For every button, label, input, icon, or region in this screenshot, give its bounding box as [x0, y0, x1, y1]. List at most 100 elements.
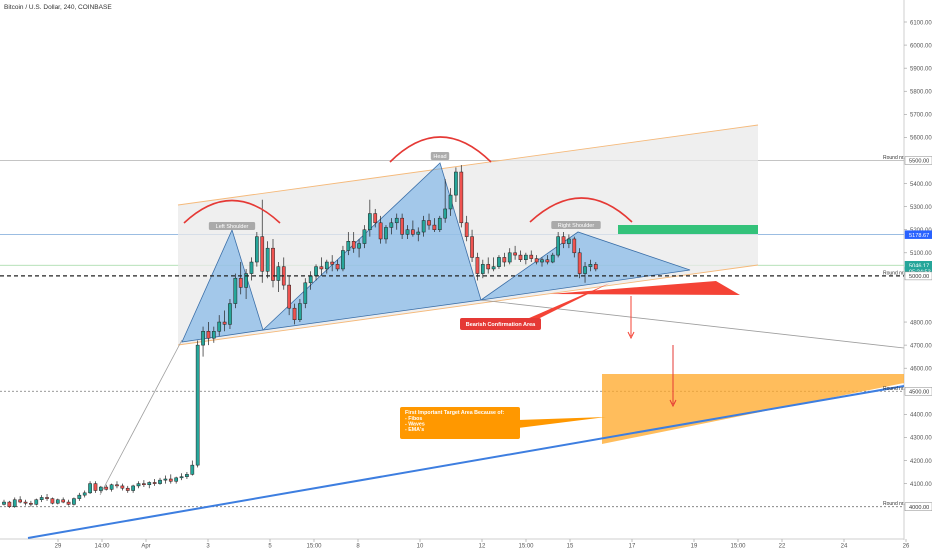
candle-body [211, 331, 216, 339]
candle-body [168, 478, 173, 482]
candle [351, 232, 356, 253]
candle-body [314, 266, 318, 277]
candle-body [174, 477, 179, 482]
candle-body [244, 273, 248, 288]
time-tick-label: 24 [841, 544, 848, 550]
channel-upper-line [177, 124, 759, 206]
candle [389, 218, 394, 235]
time-tick-label: 15:00 [518, 544, 534, 550]
target-callout-bg [400, 407, 520, 439]
candle [518, 250, 523, 263]
candle-body [39, 497, 44, 501]
candle [66, 499, 71, 506]
left-shoulder-arc [183, 199, 281, 224]
candle-body [55, 499, 60, 504]
candle-body [524, 254, 528, 260]
candle [82, 490, 87, 498]
candle [593, 262, 598, 272]
bearish-label-bg [460, 318, 541, 330]
candle-body [588, 264, 593, 267]
candle-body [109, 484, 114, 490]
candle-body [416, 231, 421, 235]
candle-body [88, 483, 92, 494]
candle-body [265, 247, 270, 272]
long-term-trendline [27, 385, 905, 539]
time-tick-label: Apr [141, 544, 150, 550]
candle [367, 199, 372, 237]
candle-body [341, 250, 345, 270]
candle-body [475, 257, 480, 274]
candle [260, 199, 265, 283]
candle-body [448, 194, 453, 210]
candle [373, 208, 378, 228]
candle [152, 478, 157, 486]
candle-body [82, 492, 87, 496]
right-shoulder-arc [529, 197, 633, 223]
candle [271, 238, 275, 288]
candle [454, 167, 458, 203]
time-tick-label: 10 [417, 544, 424, 550]
price-tick-label: 4600.00 [910, 367, 932, 373]
candle [201, 326, 205, 357]
time-axis[interactable]: 29 14:00 Apr 3 5 15:00 8 10 12 15:00 15 17 19 15:00 22… [55, 539, 910, 550]
candle [77, 492, 82, 501]
candle [2, 499, 6, 506]
resistance-box [618, 225, 758, 234]
price-tick-label: 5400.00 [910, 182, 932, 188]
candle [61, 497, 66, 504]
candle [217, 315, 222, 336]
candle [244, 268, 248, 299]
time-tick-label: 14:00 [94, 544, 110, 550]
candle-body [502, 257, 507, 263]
candle [185, 472, 189, 479]
candle [179, 473, 184, 481]
candle [534, 255, 539, 265]
candle [524, 252, 528, 265]
candle [588, 259, 593, 272]
candle-body [593, 264, 598, 270]
candle-body [308, 275, 313, 284]
price-tag-bg [904, 271, 932, 281]
candle-body [335, 264, 340, 270]
candle [384, 225, 388, 244]
price-axis[interactable]: 6100.00 6000.00 5900.00 5800.00 5700.00 5600.… [904, 20, 932, 488]
pattern-label-bg [208, 222, 256, 230]
candle-body [61, 499, 66, 503]
candle [486, 257, 491, 274]
candle-body [249, 261, 254, 274]
candle-body [18, 499, 22, 503]
candle [276, 262, 281, 293]
candle [29, 500, 33, 507]
candle [550, 252, 555, 264]
candle-body [142, 483, 146, 486]
bearish-confirmation-zone [550, 281, 740, 295]
pattern-label: Right Shoulder [558, 223, 595, 229]
candle [287, 275, 291, 316]
candle [341, 245, 345, 272]
candle-body [491, 266, 496, 270]
candle [195, 340, 200, 468]
price-tick-label: 6100.00 [910, 20, 932, 26]
candle [34, 498, 39, 506]
candle-body [179, 476, 184, 479]
price-tick-label: 5100.00 [910, 251, 932, 257]
candle [174, 476, 179, 484]
price-tick-label: 5600.00 [910, 136, 932, 142]
time-tick-label: 29 [55, 544, 62, 550]
price-tag-label: 5178.67 [909, 233, 929, 239]
candle [400, 213, 404, 239]
candle [158, 477, 162, 485]
price-tag-bg [904, 230, 932, 239]
candle-body [201, 331, 205, 346]
candle [319, 257, 324, 276]
price-tag-label: 5500.00 [909, 159, 929, 165]
target-arrow-head [669, 399, 677, 408]
candle [411, 220, 415, 237]
price-tick-label: 6000.00 [910, 43, 932, 49]
pattern-label: Left Shoulder [216, 224, 249, 230]
round-number-label: Round nr. [883, 155, 905, 161]
price-tag-label: 4000.00 [909, 505, 929, 511]
candle-body [405, 229, 410, 235]
candle-body [534, 258, 539, 263]
candle [249, 257, 254, 281]
